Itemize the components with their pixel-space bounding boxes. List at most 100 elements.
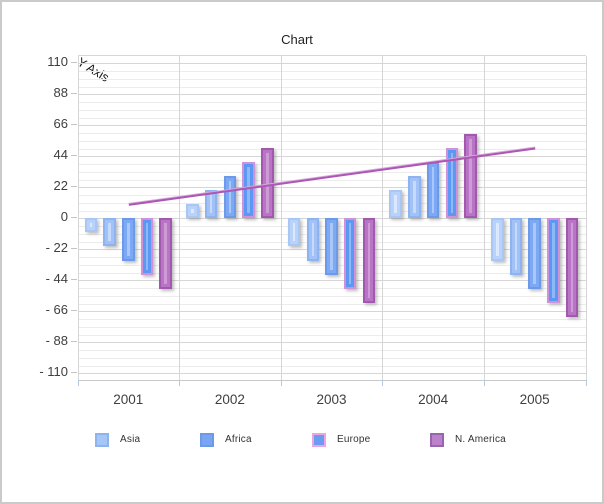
y-tick-label: 88	[53, 85, 68, 101]
gridline-h-minor	[77, 71, 586, 72]
y-tick-label: 0	[60, 209, 68, 225]
y-tick-mark	[71, 372, 77, 374]
y-axis-line	[77, 55, 79, 380]
gridline-h-major	[77, 125, 586, 127]
x-axis-label: 2005	[519, 392, 550, 407]
bar-africa-2005[interactable]	[528, 218, 541, 289]
bar-europe-2005[interactable]	[547, 218, 560, 303]
bar-asia-2001[interactable]	[103, 218, 116, 247]
gridline-h-major	[77, 63, 586, 65]
gridline-v	[280, 55, 282, 380]
gridline-h-minor	[77, 357, 586, 359]
legend-label: Asia	[120, 434, 141, 445]
y-tick-mark	[71, 186, 77, 188]
gridline-h-minor	[77, 326, 586, 328]
bar-europe-2001[interactable]	[140, 218, 154, 275]
gridline-h-major	[77, 311, 586, 313]
x-axis-tick	[77, 380, 79, 386]
gridline-h-minor	[77, 350, 586, 351]
x-axis-label: 2002	[214, 392, 245, 407]
gridline-h-minor	[77, 86, 586, 88]
legend-swatch-europe	[312, 432, 326, 447]
x-axis-label: 2003	[316, 392, 347, 407]
gridline-h-minor	[77, 288, 586, 289]
y-tick-label: 110	[47, 54, 68, 70]
gridline-h-minor	[77, 179, 586, 181]
gridline-h-major	[77, 187, 586, 189]
bar-series-1-2001[interactable]	[84, 218, 98, 233]
bar-n-america-2001[interactable]	[159, 218, 172, 289]
bar-europe-2002[interactable]	[242, 161, 255, 219]
legend-item-africa[interactable]: Africa	[200, 432, 252, 447]
y-tick-mark	[71, 155, 77, 157]
y-tick-label: - 110	[39, 364, 68, 380]
y-tick-label: 22	[53, 178, 68, 194]
y-tick-label: 66	[53, 116, 68, 132]
x-axis-tick	[179, 380, 181, 386]
y-tick-mark	[71, 93, 77, 95]
gridline-h-minor	[77, 334, 586, 336]
bar-series-1-2002[interactable]	[186, 204, 199, 219]
bar-series-1-2004[interactable]	[389, 190, 402, 219]
legend-label: Europe	[337, 434, 371, 445]
gridline-h-minor	[77, 365, 586, 367]
y-tick-label: - 44	[45, 271, 68, 287]
gridline-v	[585, 55, 587, 380]
bar-africa-2003[interactable]	[325, 218, 338, 275]
legend-item-europe[interactable]: Europe	[312, 432, 370, 447]
y-tick-label: - 22	[45, 240, 68, 256]
bar-asia-2004[interactable]	[408, 175, 421, 219]
y-tick-label: - 88	[45, 333, 68, 349]
legend-item-n-america[interactable]: N. America	[430, 432, 506, 447]
gridline-h-major	[77, 94, 586, 96]
gridline-h-minor	[77, 109, 586, 111]
trend-line[interactable]	[128, 146, 535, 206]
x-axis-line	[77, 380, 587, 381]
legend-label: N. America	[455, 434, 506, 445]
gridline-h-major	[77, 156, 586, 158]
gridline-h-major	[77, 280, 586, 282]
gridline-h-minor	[77, 148, 586, 150]
gridline-h-minor	[77, 210, 586, 212]
gridline-h-minor	[77, 319, 586, 320]
gridline-h-minor	[77, 171, 586, 173]
bar-africa-2001[interactable]	[122, 218, 135, 261]
bar-asia-2003[interactable]	[306, 218, 320, 261]
gridline-h-minor	[77, 117, 586, 119]
chart-title: Chart	[281, 32, 313, 47]
legend-item-asia[interactable]: Asia	[95, 432, 140, 447]
bar-n-america-2005[interactable]	[565, 218, 579, 317]
gridline-h-minor	[77, 303, 586, 305]
legend-swatch-asia	[95, 432, 109, 447]
x-axis-label: 2004	[418, 392, 449, 407]
y-tick-mark	[71, 310, 77, 312]
bar-europe-2003[interactable]	[343, 218, 357, 289]
gridline-h-minor	[77, 140, 586, 142]
gridline-h-minor	[77, 195, 586, 196]
x-axis-tick	[382, 380, 384, 386]
y-tick-label: - 66	[45, 302, 68, 318]
x-axis-tick	[585, 380, 587, 386]
bar-series-1-2003[interactable]	[287, 218, 301, 247]
gridline-h-major	[77, 342, 586, 344]
y-tick-mark	[71, 217, 77, 219]
gridline-h-minor	[77, 295, 586, 297]
trend-line[interactable]	[128, 146, 535, 204]
gridline-v	[382, 55, 384, 380]
legend-swatch-africa	[200, 432, 214, 447]
legend-label: Africa	[225, 434, 252, 445]
bar-europe-2004[interactable]	[445, 147, 459, 219]
x-axis-label: 2001	[113, 392, 144, 407]
gridline-h-minor	[77, 102, 586, 103]
gridline-v	[179, 55, 181, 380]
plot-area	[77, 54, 587, 380]
bar-series-1-2005[interactable]	[491, 218, 504, 261]
gridline-h-major	[77, 373, 586, 375]
y-tick-mark	[71, 124, 77, 126]
y-tick-label: 44	[53, 147, 68, 163]
bar-asia-2005[interactable]	[509, 218, 523, 275]
bar-n-america-2003[interactable]	[362, 218, 376, 303]
bar-africa-2002[interactable]	[223, 175, 237, 219]
gridline-v	[483, 55, 485, 380]
